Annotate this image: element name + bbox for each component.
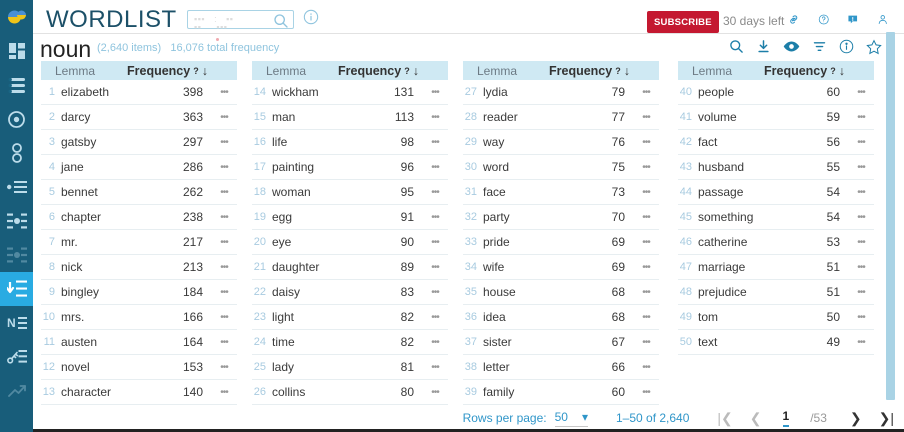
svg-text:N: N	[7, 316, 16, 330]
